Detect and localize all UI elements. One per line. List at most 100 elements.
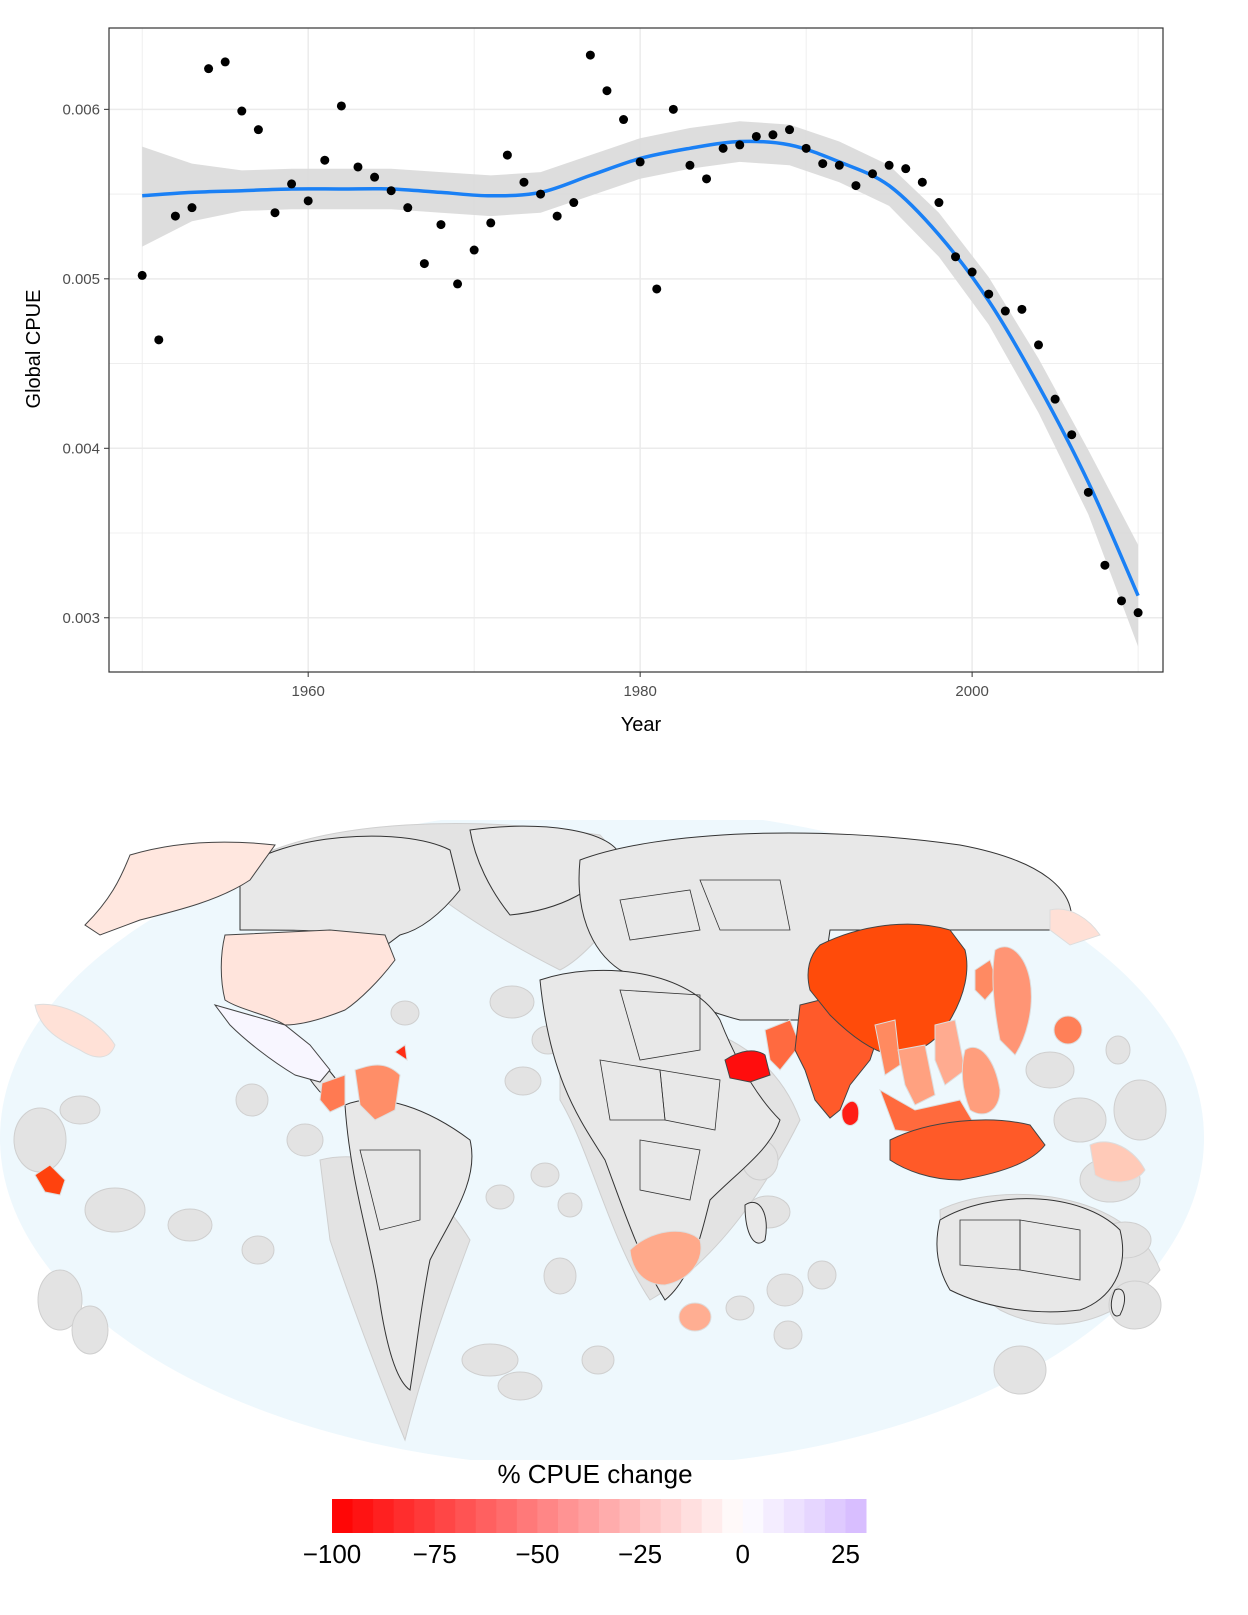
data-point: [204, 64, 214, 74]
data-point: [370, 172, 380, 182]
data-point: [536, 189, 546, 199]
legend-color-step: [824, 1499, 846, 1533]
legend-color-step: [434, 1499, 456, 1533]
data-point: [1100, 560, 1110, 570]
data-point: [1067, 430, 1077, 440]
region-korea: [974, 959, 999, 1001]
data-point: [967, 267, 977, 277]
data-point: [785, 125, 795, 135]
legend-color-step: [804, 1499, 826, 1533]
data-point: [901, 164, 911, 174]
plot-layer: 0.003 0.004 0.005 0.006 1960 1980 2000: [62, 27, 1164, 700]
data-point: [386, 186, 396, 196]
data-point: [137, 270, 147, 280]
data-point: [984, 289, 994, 299]
x-tick-label: 1960: [291, 683, 324, 700]
data-point: [668, 104, 678, 114]
legend-tick-label: 25: [831, 1539, 860, 1569]
legend-color-step: [496, 1499, 518, 1533]
data-point: [419, 259, 429, 269]
world-cpue-change-map: [0, 820, 1204, 1460]
legend-tick-label: 0: [736, 1539, 750, 1569]
data-point: [453, 279, 463, 289]
region-trinidad: [394, 1044, 408, 1062]
region-colombia: [319, 1074, 346, 1113]
data-point: [237, 106, 247, 116]
legend-color-step: [763, 1499, 785, 1533]
region-thailand: [897, 1044, 936, 1106]
plot-border: [108, 27, 1164, 673]
data-point: [469, 245, 479, 255]
region-venezuela: [354, 1064, 401, 1121]
data-point: [486, 218, 496, 228]
region-myanmar: [874, 1019, 901, 1076]
data-point: [569, 198, 579, 208]
y-tick-label: 0.006: [62, 101, 100, 118]
data-point: [519, 177, 529, 187]
y-axis-title: Global CPUE: [23, 290, 45, 409]
region-hawaii: [34, 1003, 116, 1058]
data-point: [818, 159, 828, 169]
legend-color-step: [722, 1499, 744, 1533]
legend-color-step: [516, 1499, 538, 1533]
region-alaska: [84, 841, 276, 936]
data-point: [187, 203, 197, 213]
plot-panel: [109, 28, 1163, 672]
legend-color-step: [373, 1499, 395, 1533]
x-tick-label: 2000: [955, 683, 988, 700]
data-point: [1133, 608, 1143, 618]
region-indonesia: [889, 1119, 1046, 1181]
region-french-polynesia: [34, 1164, 66, 1196]
data-point: [170, 211, 180, 221]
region-oman: [724, 1050, 771, 1083]
data-point: [353, 162, 363, 172]
data-point: [868, 169, 878, 179]
legend-tick-label: −25: [618, 1539, 662, 1569]
data-point: [602, 86, 612, 96]
region-vietnam: [934, 1019, 966, 1086]
data-point: [1083, 487, 1093, 497]
data-point: [320, 155, 330, 165]
data-point: [585, 50, 595, 60]
data-point: [1117, 596, 1127, 606]
x-axis-title: Year: [621, 714, 662, 736]
data-point: [403, 203, 413, 213]
regions-with-data: [34, 841, 1146, 1332]
x-tick-label: 1980: [623, 683, 656, 700]
data-point: [635, 157, 645, 167]
region-japan: [992, 946, 1032, 1056]
region-philippines: [961, 1047, 1001, 1115]
data-point: [1000, 306, 1010, 316]
legend-title: % CPUE change: [497, 1459, 692, 1489]
legend-color-step: [660, 1499, 682, 1533]
region-southern-indian-island: [678, 1302, 712, 1332]
data-point: [917, 177, 927, 187]
legend-color-step: [599, 1499, 621, 1533]
data-point: [768, 130, 778, 140]
data-point: [270, 208, 280, 218]
region-papua-new-guinea: [1089, 1141, 1146, 1183]
data-point: [436, 220, 446, 230]
data-point: [552, 211, 562, 221]
legend-color-step: [475, 1499, 497, 1533]
data-point: [851, 181, 861, 191]
legend-color-step: [619, 1499, 641, 1533]
data-point: [801, 143, 811, 153]
data-point: [652, 284, 662, 294]
legend-color-step: [332, 1499, 354, 1533]
legend-tick-label: −50: [515, 1539, 559, 1569]
y-tick-label: 0.005: [62, 271, 100, 288]
data-point: [336, 101, 346, 111]
legend-tick-label: −75: [413, 1539, 457, 1569]
region-nw-pacific-island: [1053, 1015, 1083, 1045]
data-point: [303, 196, 313, 206]
data-point: [619, 115, 629, 125]
data-point: [253, 125, 263, 135]
region-south-africa: [629, 1230, 702, 1286]
region-pakistan: [764, 1019, 801, 1071]
region-russia-pacific: [1049, 908, 1101, 946]
region-sri-lanka: [841, 1100, 860, 1126]
legend-color-step: [414, 1499, 436, 1533]
legend-color-step: [578, 1499, 600, 1533]
data-point: [751, 131, 761, 141]
